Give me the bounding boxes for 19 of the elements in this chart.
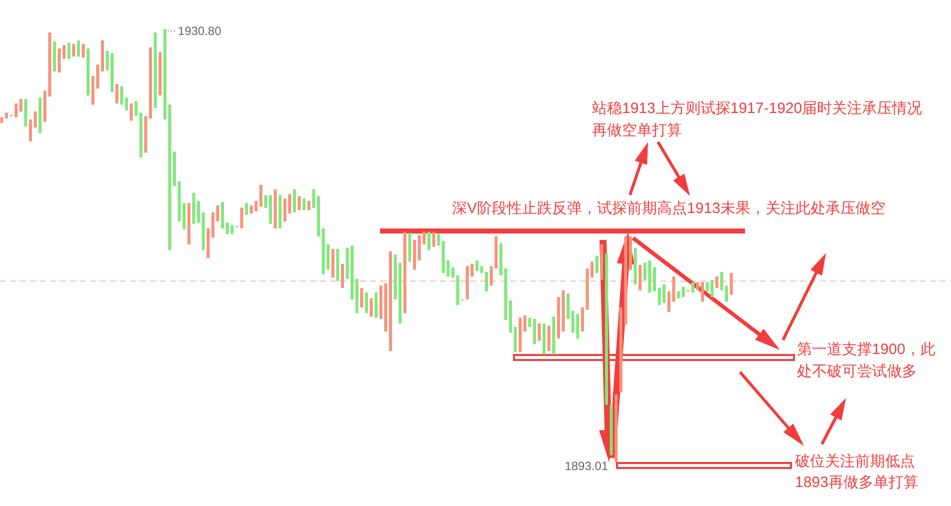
annotation: 1930.80 (178, 24, 222, 38)
annotation: 站稳1913上方则试探1917-1920届时关注承压情况 (592, 100, 922, 117)
text: 处不破可尝试做多 (797, 363, 917, 380)
candlestick (523, 314, 526, 332)
candlestick (240, 207, 244, 229)
text: 破位关注前期低点 (794, 453, 915, 470)
candlestick (360, 287, 364, 308)
text: 第一道支撑1900，此 (797, 341, 936, 358)
annotation: 深V阶段性止跌反弹，试探前期高点1913未果，关注此处承压做空 (452, 200, 886, 217)
annotation: 1893.01 (564, 459, 608, 473)
candlestick (34, 111, 37, 128)
text: 1893再做多单打算 (795, 474, 918, 491)
candlestick (134, 100, 138, 117)
candlestick (264, 194, 268, 208)
candlestick (115, 84, 118, 104)
candlestick (730, 272, 733, 296)
candlestick (528, 317, 532, 328)
candlestick (67, 42, 70, 60)
annotation: 再做空单打算 (592, 122, 682, 139)
